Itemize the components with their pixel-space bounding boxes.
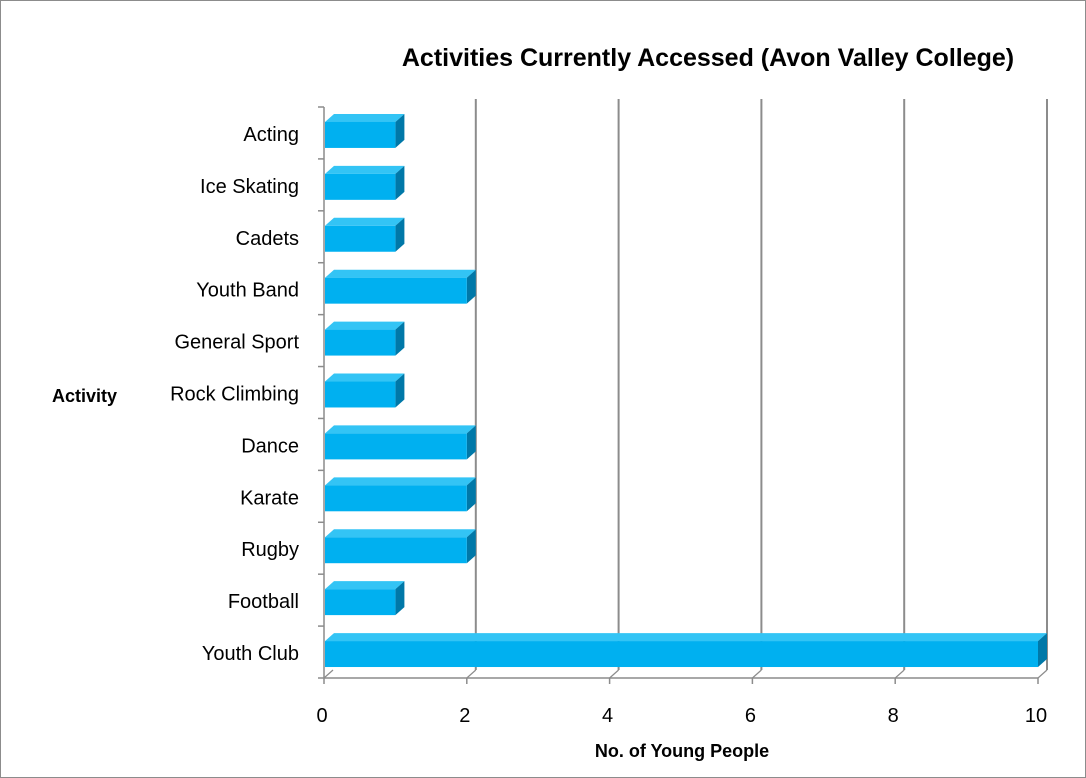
bar <box>325 373 405 408</box>
bar-front <box>325 433 467 460</box>
bar-top <box>325 217 405 226</box>
bar-front <box>325 589 396 616</box>
y-axis-title: Activity <box>52 386 117 406</box>
bars <box>325 113 1047 668</box>
gridline-floor <box>1037 669 1048 679</box>
gridline-floor <box>323 669 334 679</box>
bar <box>325 321 405 356</box>
bar <box>325 529 476 564</box>
bar-side <box>466 477 476 512</box>
category-label: Cadets <box>236 228 299 250</box>
category-label: Acting <box>243 124 299 146</box>
bar-top <box>325 477 476 486</box>
bar-side <box>395 113 405 148</box>
category-label: Football <box>228 591 299 613</box>
bar-top <box>325 581 405 590</box>
bar-side <box>395 165 405 200</box>
bar <box>325 425 476 460</box>
gridline-floor <box>466 669 477 679</box>
bar-side <box>1038 633 1047 668</box>
x-tick-label: 4 <box>602 705 613 727</box>
gridlines <box>323 99 1048 679</box>
bar-top <box>325 165 405 174</box>
bar-top <box>325 321 405 330</box>
bar-front <box>325 485 467 512</box>
gridline-floor <box>609 669 619 679</box>
x-tick-label: 10 <box>1025 705 1047 727</box>
x-axis-title: No. of Young People <box>595 741 769 761</box>
gridline-floor <box>752 669 762 679</box>
bar-front <box>325 173 396 200</box>
bar <box>325 165 405 200</box>
bar <box>325 113 405 148</box>
bar-side <box>395 321 405 356</box>
axes <box>318 106 1039 684</box>
x-tick-label: 6 <box>745 705 756 727</box>
bar-front <box>325 381 396 408</box>
bar-top <box>325 373 405 382</box>
bar-front <box>325 225 396 252</box>
bar-side <box>395 581 405 616</box>
category-label: Rock Climbing <box>170 384 299 406</box>
bar <box>325 581 405 616</box>
bar-top <box>325 529 476 538</box>
x-tick-label: 0 <box>316 705 327 727</box>
bar-front <box>325 641 1038 668</box>
bar-top <box>325 113 405 122</box>
labels: 0 2 4 6 8 10 Youth Club Football Rugby Karate Danc… <box>170 124 1047 727</box>
bar <box>325 269 476 304</box>
category-label: Youth Band <box>196 280 299 302</box>
bar-side <box>466 269 476 304</box>
category-label: Karate <box>240 487 299 509</box>
bar-front <box>325 537 467 564</box>
category-label: Youth Club <box>202 643 299 665</box>
category-label: Rugby <box>241 539 299 561</box>
category-label: Dance <box>241 435 299 457</box>
bar <box>325 217 405 252</box>
chart-title: Activities Currently Accessed (Avon Vall… <box>402 44 1014 72</box>
category-label: Ice Skating <box>200 176 299 198</box>
x-tick-label: 8 <box>888 705 899 727</box>
bar <box>325 633 1047 668</box>
bar <box>325 477 476 512</box>
bar-side <box>395 217 405 252</box>
bar-top <box>325 425 476 434</box>
bar-top <box>325 633 1047 642</box>
bar-top <box>325 269 476 278</box>
bar-side <box>466 425 476 460</box>
x-tick-label: 2 <box>459 705 470 727</box>
bar-front <box>325 329 396 356</box>
bar-side <box>466 529 476 564</box>
bar-side <box>395 373 405 408</box>
gridline-floor <box>894 669 905 679</box>
category-label: General Sport <box>174 332 299 354</box>
bar-front <box>325 277 467 304</box>
bar-front <box>325 121 396 148</box>
